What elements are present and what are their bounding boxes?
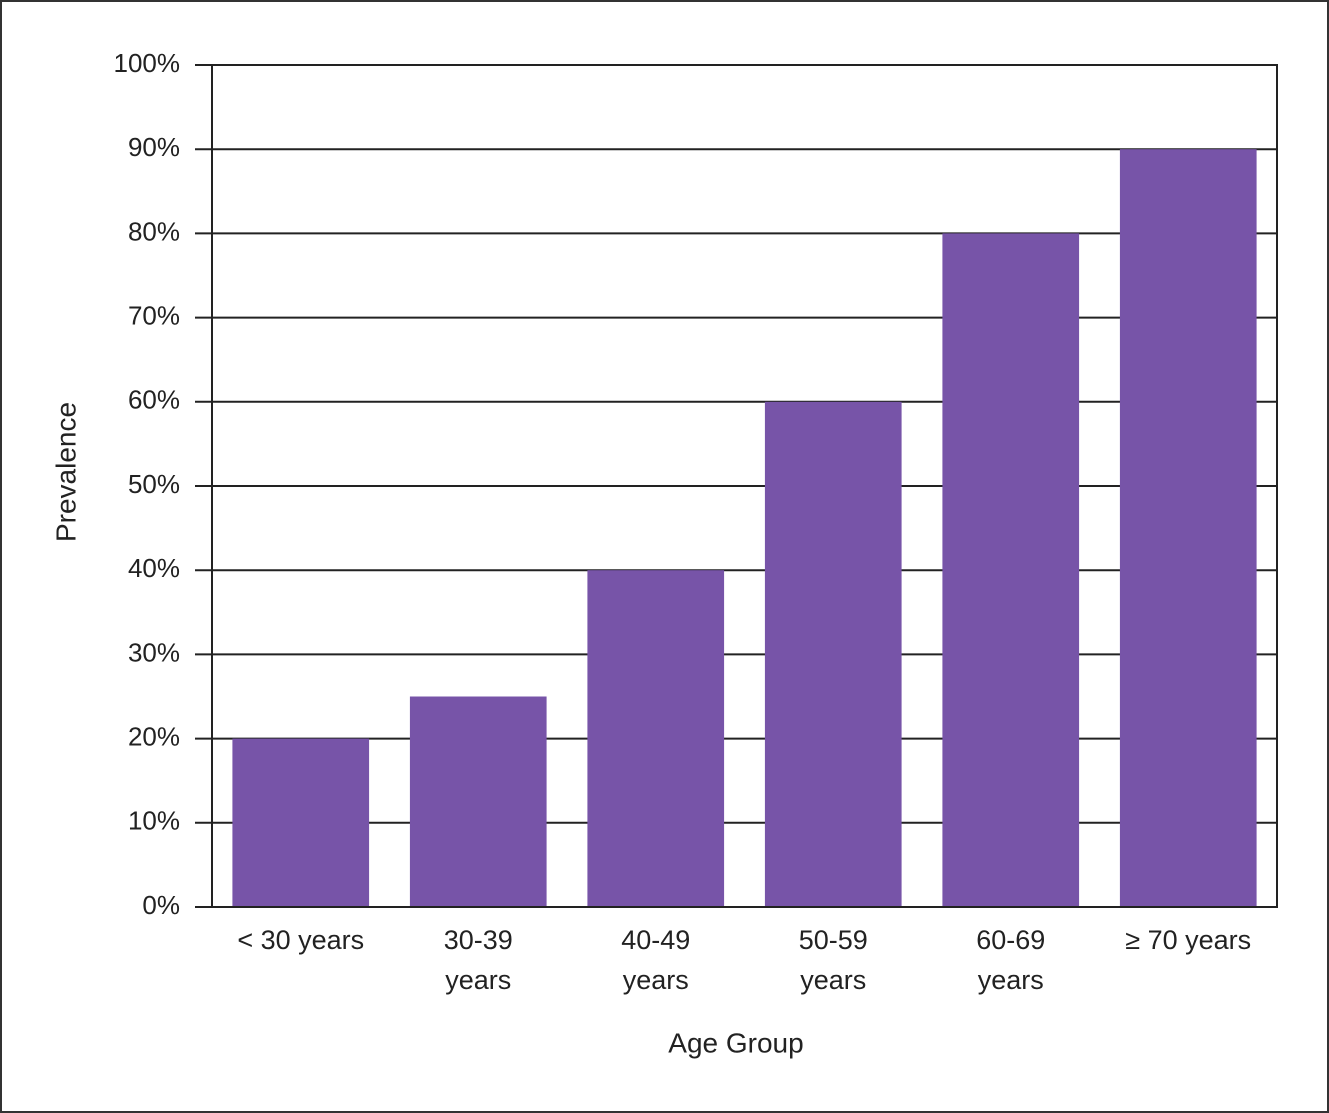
x-tick-label: 30-39 years xyxy=(443,925,513,995)
bar xyxy=(409,696,547,907)
bar xyxy=(942,233,1080,907)
y-tick-label: 90% xyxy=(128,132,180,162)
x-tick-label: 60-69 years xyxy=(976,925,1046,995)
bars xyxy=(232,149,1257,907)
x-tick-label: ≥ 70 years xyxy=(1125,925,1252,955)
y-tick-label: 0% xyxy=(142,890,180,920)
y-tick-label: 40% xyxy=(128,553,180,583)
x-tick-label: 50-59 years xyxy=(798,925,868,995)
y-tick-label: 20% xyxy=(128,721,180,751)
y-tick-label: 80% xyxy=(128,216,180,246)
y-tick-label: 50% xyxy=(128,469,180,499)
y-tick-label: 70% xyxy=(128,300,180,330)
bar xyxy=(587,570,725,907)
x-tick-label: < 30 years xyxy=(237,925,365,955)
y-tick-label: 30% xyxy=(128,637,180,667)
bar xyxy=(764,401,902,907)
bar xyxy=(232,738,370,907)
y-axis-label: Prevalence xyxy=(50,402,81,542)
y-tick-label: 60% xyxy=(128,385,180,415)
y-tick-label: 10% xyxy=(128,806,180,836)
x-axis-label: Age Group xyxy=(668,1027,803,1058)
x-tick-label: 40-49 years xyxy=(621,925,691,995)
y-tick-label: 100% xyxy=(114,48,181,78)
bar xyxy=(1119,149,1257,907)
